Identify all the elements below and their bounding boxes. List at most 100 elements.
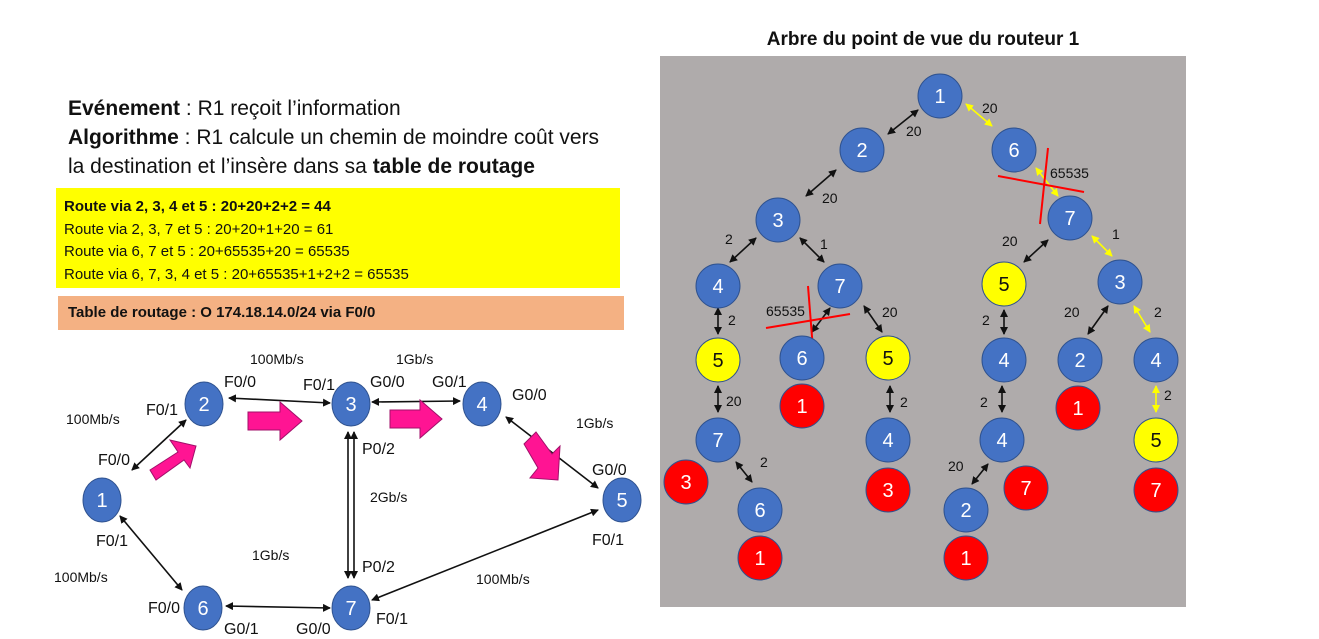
tree-node: 5 (695, 337, 741, 383)
speed-label: 100Mb/s (476, 571, 530, 587)
tree-node-label: 6 (1008, 140, 1019, 162)
traffic-arrow-2-3 (247, 400, 303, 442)
edge-cost-label: 65535 (1050, 165, 1089, 181)
router-1-label: 1 (96, 490, 107, 512)
tree-node-label: 4 (712, 276, 723, 298)
edge-cost-label: 20 (906, 123, 922, 139)
tree-edge (1087, 305, 1109, 335)
tree-node: 7 (1003, 465, 1049, 511)
tree-node: 4 (865, 417, 911, 463)
tree-panel: 20 20 65535 20 1 20 2 1 20 2 2 65535 20 … (660, 56, 1186, 607)
router-4: 4 (462, 381, 502, 427)
tree-node-label: 5 (1150, 430, 1161, 452)
algorithm-text-2: la destination et l’insère dans sa (68, 155, 373, 178)
tree-edge (799, 237, 825, 263)
edge-cost-label: 2 (1154, 304, 1162, 320)
description-block: Evénement : R1 reçoit l’information Algo… (68, 94, 599, 181)
speed-label: 100Mb/s (54, 569, 108, 585)
tree-node: 3 (865, 467, 911, 513)
algorithm-label: Algorithme (68, 126, 179, 149)
router-3-label: 3 (345, 394, 356, 416)
tree-node: 7 (1133, 467, 1179, 513)
tree-node: 2 (943, 487, 989, 533)
router-3: 3 (331, 381, 371, 427)
interface-label: F0/1 (303, 377, 335, 394)
edge-cost-label: 2 (980, 394, 988, 410)
tree-node-label: 7 (1064, 208, 1075, 230)
interface-label: G0/0 (512, 387, 547, 404)
router-2: 2 (184, 381, 224, 427)
tree-edge (735, 461, 753, 483)
edge-cost-label: 20 (982, 100, 998, 116)
router-5-label: 5 (616, 490, 627, 512)
tree-node: 5 (1133, 417, 1179, 463)
event-label: Evénement (68, 97, 181, 120)
traffic-arrow-1-2 (149, 439, 197, 481)
edge-cost-label: 20 (882, 304, 898, 320)
edge-cost-label: 2 (1164, 387, 1172, 403)
tree-node: 4 (981, 337, 1027, 383)
tree-node-label: 1 (960, 548, 971, 570)
algorithm-line-1: Algorithme : R1 calcule un chemin de moi… (68, 123, 599, 152)
edge-cost-label: 2 (725, 231, 733, 247)
tree-node-label: 7 (1020, 478, 1031, 500)
link-4-5 (505, 416, 599, 489)
speed-label: 100Mb/s (250, 351, 304, 367)
tree-node-label: 5 (882, 348, 893, 370)
tree-node: 3 (755, 197, 801, 243)
traffic-arrow-4-5 (523, 431, 561, 481)
edge-cost-label: 20 (1064, 304, 1080, 320)
tree-node-label: 4 (882, 430, 893, 452)
event-line: Evénement : R1 reçoit l’information (68, 94, 599, 123)
interface-label: F0/0 (148, 600, 180, 617)
tree-node-label: 3 (882, 480, 893, 502)
traffic-arrow-3-4 (389, 398, 443, 440)
tree-node-label: 2 (856, 140, 867, 162)
algorithm-sep: : (178, 126, 197, 149)
speed-label: 2Gb/s (370, 489, 407, 505)
interface-label: G0/0 (370, 374, 405, 391)
tree-edge (1133, 305, 1151, 333)
tree-node: 6 (779, 335, 825, 381)
edge-cost-label: 20 (726, 393, 742, 409)
tree-node-label: 3 (1114, 272, 1125, 294)
router-2-label: 2 (198, 394, 209, 416)
edge-cost-label: 2 (760, 454, 768, 470)
tree-node: 7 (1047, 195, 1093, 241)
cross-mark (997, 147, 1085, 225)
routing-table-text: Table de routage : O 174.18.14.0/24 via … (68, 304, 376, 321)
link-7-5 (371, 508, 599, 602)
tree-node-label: 3 (680, 472, 691, 494)
algorithm-text-1: R1 calcule un chemin de moindre coût ver… (196, 126, 600, 149)
tree-node: 1 (917, 73, 963, 119)
link-2-3 (228, 394, 331, 407)
route-line: Route via 6, 7, 3, 4 et 5 : 20+65535+1+2… (64, 265, 409, 283)
tree-node: 2 (1057, 337, 1103, 383)
interface-label: G0/1 (224, 621, 259, 638)
tree-node-label: 4 (998, 350, 1009, 372)
edge-cost-label: 2 (900, 394, 908, 410)
tree-node: 3 (1097, 259, 1143, 305)
router-6-label: 6 (197, 598, 208, 620)
tree-node-label: 6 (754, 500, 765, 522)
tree-edge (1023, 239, 1049, 263)
tree-node-label: 1 (754, 548, 765, 570)
tree-edge (863, 305, 883, 333)
router-6: 6 (183, 585, 223, 631)
link-1-2 (131, 419, 187, 471)
tree-node-label: 7 (712, 430, 723, 452)
tree-node: 7 (695, 417, 741, 463)
edge-cost-label: 2 (728, 312, 736, 328)
tree-node: 1 (779, 383, 825, 429)
tree-node: 5 (865, 335, 911, 381)
interface-label: F0/1 (146, 402, 178, 419)
interface-label: G0/0 (296, 621, 331, 638)
tree-node: 5 (981, 261, 1027, 307)
tree-node-label: 1 (1072, 398, 1083, 420)
routing-table-box: Table de routage : O 174.18.14.0/24 via … (58, 296, 624, 330)
router-7-label: 7 (345, 598, 356, 620)
tree-node: 2 (839, 127, 885, 173)
tree-node: 3 (663, 459, 709, 505)
speed-label: 1Gb/s (396, 351, 433, 367)
